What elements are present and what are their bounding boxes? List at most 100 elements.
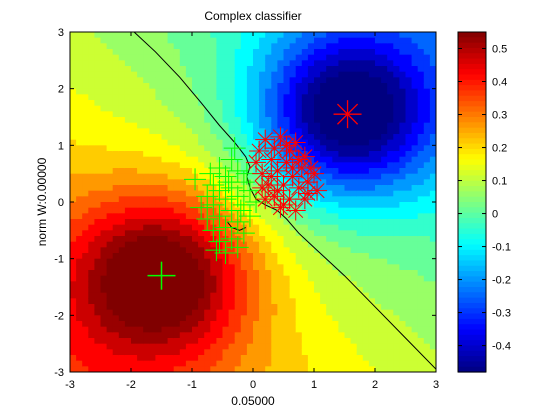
- heat-cell: [100, 292, 108, 299]
- heat-cell: [149, 281, 156, 288]
- heat-cell: [204, 139, 211, 146]
- heat-cell: [362, 162, 370, 169]
- heat-cell: [240, 338, 248, 345]
- heat-cell: [356, 349, 364, 356]
- heat-cell: [234, 60, 242, 67]
- heat-cell: [234, 321, 242, 328]
- heat-cell: [301, 66, 309, 73]
- heat-cell: [356, 230, 364, 237]
- heat-cell: [301, 43, 309, 50]
- heat-cell: [228, 139, 236, 146]
- heat-cell: [137, 224, 144, 231]
- heat-cell: [399, 185, 407, 192]
- colorbar-segment: [458, 313, 486, 320]
- heat-cell: [106, 281, 114, 288]
- heat-cell: [253, 281, 260, 288]
- heat-cell: [375, 349, 382, 356]
- heat-cell: [368, 219, 376, 226]
- heat-cell: [167, 326, 175, 333]
- heat-cell: [216, 88, 224, 95]
- heat-cell: [137, 332, 144, 339]
- heat-cell: [94, 241, 102, 248]
- heat-cell: [381, 224, 388, 231]
- heat-cell: [350, 343, 358, 350]
- heat-cell: [173, 321, 181, 328]
- heat-cell: [362, 168, 370, 175]
- heat-cell: [344, 94, 352, 101]
- heat-cell: [82, 37, 89, 44]
- heat-cell: [228, 321, 236, 328]
- heat-cell: [124, 213, 132, 220]
- heat-cell: [344, 185, 352, 192]
- heat-cell: [161, 94, 169, 101]
- heat-cell: [356, 88, 364, 95]
- heat-cell: [271, 37, 278, 44]
- heat-cell: [301, 258, 309, 265]
- heat-cell: [265, 32, 272, 39]
- heat-cell: [131, 236, 138, 243]
- heat-cell: [387, 145, 394, 152]
- heat-cell: [167, 162, 175, 169]
- heat-cell: [344, 332, 352, 339]
- colorbar-tick-label: -0.1: [492, 242, 511, 254]
- colorbar-segment: [458, 79, 486, 86]
- heat-cell: [185, 49, 193, 56]
- heat-cell: [149, 71, 156, 78]
- heat-cell: [124, 309, 132, 316]
- heat-cell: [76, 37, 83, 44]
- heat-cell: [94, 60, 102, 67]
- heat-cell: [112, 94, 120, 101]
- heat-cell: [222, 355, 230, 362]
- heat-cell: [100, 94, 108, 101]
- heat-cell: [222, 264, 230, 271]
- heat-cell: [167, 253, 175, 260]
- heat-cell: [228, 83, 236, 90]
- heat-cell: [88, 275, 95, 282]
- heat-cell: [381, 281, 388, 288]
- heat-cell: [393, 94, 400, 101]
- heat-cell: [356, 49, 364, 56]
- heat-cell: [70, 224, 77, 231]
- heat-cell: [423, 128, 431, 135]
- heat-cell: [82, 247, 89, 254]
- heat-cell: [198, 360, 205, 367]
- heat-cell: [393, 77, 400, 84]
- heat-cell: [179, 117, 187, 124]
- heat-cell: [387, 321, 394, 328]
- heat-cell: [289, 77, 297, 84]
- heat-cell: [179, 173, 187, 180]
- heat-cell: [173, 338, 181, 345]
- heat-cell: [143, 241, 150, 248]
- heat-cell: [100, 190, 108, 197]
- heat-cell: [94, 156, 102, 163]
- heat-cell: [204, 258, 211, 265]
- heat-cell: [405, 71, 413, 78]
- heat-cell: [155, 287, 163, 294]
- heat-cell: [405, 94, 413, 101]
- heat-cell: [411, 145, 419, 152]
- heat-cell: [320, 338, 327, 345]
- heat-cell: [368, 355, 376, 362]
- heat-cell: [271, 287, 278, 294]
- heat-cell: [82, 224, 89, 231]
- heat-cell: [82, 315, 89, 322]
- heat-cell: [155, 230, 163, 237]
- heat-cell: [179, 321, 187, 328]
- heat-cell: [198, 292, 205, 299]
- heat-cell: [350, 83, 358, 90]
- heat-cell: [118, 360, 126, 367]
- heat-cell: [283, 292, 291, 299]
- heat-cell: [301, 247, 309, 254]
- heat-cell: [417, 304, 425, 311]
- heat-cell: [265, 219, 272, 226]
- heat-cell: [216, 117, 224, 124]
- heat-cell: [338, 43, 346, 50]
- heat-cell: [204, 111, 211, 118]
- heat-cell: [289, 253, 297, 260]
- heat-cell: [185, 270, 193, 277]
- heat-cell: [399, 292, 407, 299]
- heat-cell: [124, 219, 132, 226]
- heat-cell: [192, 100, 199, 107]
- heat-cell: [216, 151, 224, 158]
- heat-cell: [356, 134, 364, 141]
